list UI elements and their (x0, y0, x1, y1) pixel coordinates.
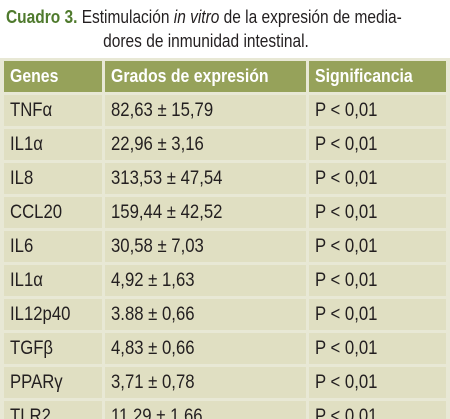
significance-cell: P < 0,01 (309, 231, 446, 262)
expression-cell: 82,63 ± 15,79 (105, 95, 306, 126)
expression-cell: 159,44 ± 42,52 (105, 197, 306, 228)
gene-cell: IL8 (4, 163, 102, 194)
significance-cell: P < 0,01 (309, 95, 446, 126)
data-table: Genes Grados de expresión Significancia … (0, 58, 450, 419)
header-significancia: Significancia (309, 61, 446, 92)
expression-cell: 4,83 ± 0,66 (105, 333, 306, 364)
gene-cell: CCL20 (4, 197, 102, 228)
gene-cell: IL6 (4, 231, 102, 262)
table-caption: Cuadro 3. Estimulación in vitro de la ex… (6, 5, 402, 51)
gene-cell: TNFα (4, 95, 102, 126)
expression-cell: 11,29 ± 1,66 (105, 401, 306, 419)
caption-line-2: dores de inmunidad intestinal. (103, 31, 309, 51)
gene-cell: IL1α (4, 265, 102, 296)
significance-cell: P < 0,01 (309, 367, 446, 398)
table-header-row: Genes Grados de expresión Significancia (0, 61, 450, 92)
significance-cell: P < 0,01 (309, 163, 446, 194)
significance-cell: P < 0,01 (309, 129, 446, 160)
table-row: IL1α 4,92 ± 1,63 P < 0,01 (0, 265, 450, 296)
table-row: IL12p40 3.88 ± 0,66 P < 0,01 (0, 299, 450, 330)
caption-label: Cuadro 3. (6, 7, 78, 27)
expression-cell: 3,71 ± 0,78 (105, 367, 306, 398)
gene-cell: IL1α (4, 129, 102, 160)
caption-text-a: Estimulación (77, 7, 174, 27)
table-row: IL8 313,53 ± 47,54 P < 0,01 (0, 163, 450, 194)
table-row: IL1α 22,96 ± 3,16 P < 0,01 (0, 129, 450, 160)
table-row: TLR2 11,29 ± 1,66 P < 0,01 (0, 401, 450, 419)
expression-cell: 22,96 ± 3,16 (105, 129, 306, 160)
caption-text-b: de la expresión de media- (219, 7, 402, 27)
expression-cell: 30,58 ± 7,03 (105, 231, 306, 262)
significance-cell: P < 0,01 (309, 265, 446, 296)
table-row: TGFβ 4,83 ± 0,66 P < 0,01 (0, 333, 450, 364)
caption-line-1: Cuadro 3. Estimulación in vitro de la ex… (6, 5, 402, 29)
gene-cell: IL12p40 (4, 299, 102, 330)
header-genes: Genes (4, 61, 102, 92)
expression-cell: 313,53 ± 47,54 (105, 163, 306, 194)
significance-cell: P < 0,01 (309, 197, 446, 228)
table-row: TNFα 82,63 ± 15,79 P < 0,01 (0, 95, 450, 126)
table-row: IL6 30,58 ± 7,03 P < 0,01 (0, 231, 450, 262)
caption-italic: in vitro (173, 7, 220, 27)
gene-cell: TLR2 (4, 401, 102, 419)
gene-cell: TGFβ (4, 333, 102, 364)
significance-cell: P < 0,01 (309, 333, 446, 364)
gene-cell: PPARγ (4, 367, 102, 398)
table-row: CCL20 159,44 ± 42,52 P < 0,01 (0, 197, 450, 228)
significance-cell: P < 0,01 (309, 401, 446, 419)
expression-cell: 4,92 ± 1,63 (105, 265, 306, 296)
header-grados: Grados de expresión (105, 61, 306, 92)
table-row: PPARγ 3,71 ± 0,78 P < 0,01 (0, 367, 450, 398)
expression-cell: 3.88 ± 0,66 (105, 299, 306, 330)
significance-cell: P < 0,01 (309, 299, 446, 330)
